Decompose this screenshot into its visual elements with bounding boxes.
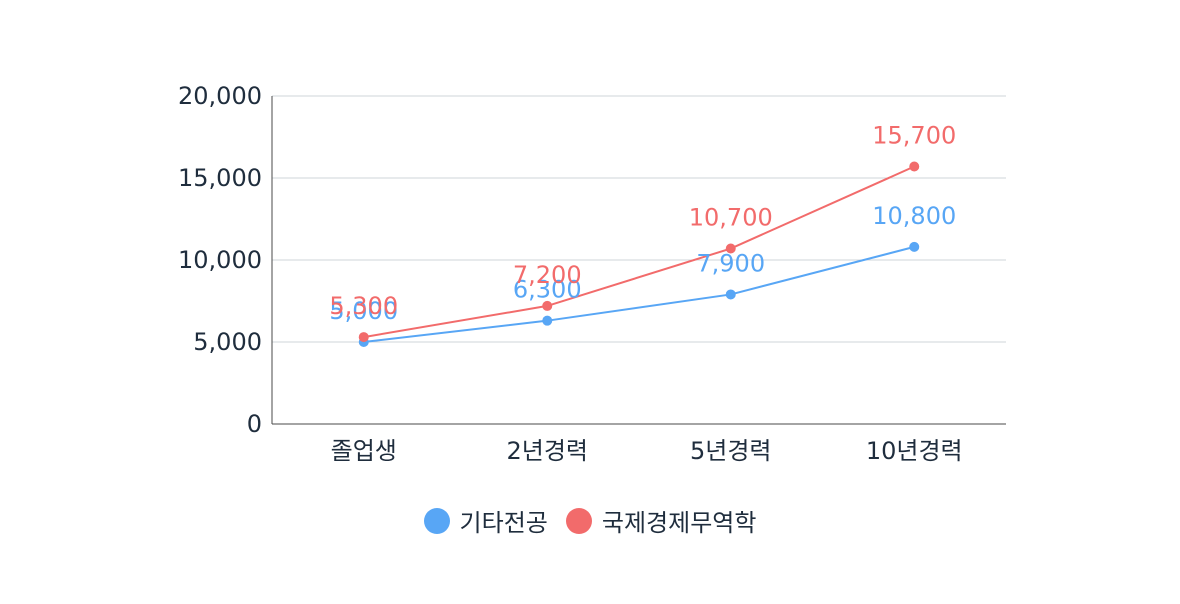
point-series-1-3 — [725, 289, 736, 300]
legend-item-series-2[interactable]: 국제경제무역학 — [565, 503, 757, 538]
data-label-series-2-3: 10,700 — [689, 204, 773, 232]
y-tick-label-1: 5,000 — [193, 328, 262, 356]
legend: 기타전공 국제경제무역학 — [0, 503, 1180, 538]
point-series-1-2 — [542, 315, 553, 326]
x-tick-label-2: 2년경력 — [506, 437, 588, 465]
axis-layer: 0 5,000 10,000 15,000 20,000 졸업생 2년경력 5년경력 10년경력 — [178, 82, 1006, 465]
y-tick-label-3: 15,000 — [178, 164, 262, 192]
x-tick-label-3: 5년경력 — [690, 437, 772, 465]
series-line-2 — [363, 165, 915, 339]
point-series-2-1 — [358, 332, 369, 343]
y-tick-label-0: 0 — [247, 410, 262, 438]
data-label-series-2-1: 5,300 — [329, 292, 398, 320]
point-series-2-2 — [542, 300, 553, 311]
data-labels-layer: 5,000 6,300 7,900 10,800 5,300 7,200 10,700 15,… — [329, 122, 956, 325]
x-tick-label-4: 10년경력 — [866, 437, 963, 465]
data-label-series-1-3: 7,900 — [696, 249, 765, 277]
legend-item-series-1[interactable]: 기타전공 — [423, 503, 548, 538]
y-tick-label-4: 20,000 — [178, 82, 262, 110]
series-line-1 — [363, 245, 915, 343]
grid-layer — [272, 95, 1006, 343]
series-layer — [358, 161, 920, 347]
legend-swatch-series-1 — [423, 507, 450, 534]
legend-label-series-2: 국제경제무역학 — [601, 509, 757, 537]
data-label-series-2-4: 15,700 — [872, 122, 956, 150]
legend-label-series-1: 기타전공 — [459, 509, 548, 537]
point-series-2-3 — [725, 243, 736, 254]
x-tick-label-1: 졸업생 — [331, 437, 397, 465]
point-series-1-4 — [909, 241, 920, 252]
data-label-series-1-4: 10,800 — [872, 202, 956, 230]
data-label-series-1-2: 6,300 — [513, 276, 582, 304]
data-label-series-2-2: 7,200 — [513, 261, 582, 289]
data-label-series-1-1: 5,000 — [329, 297, 398, 325]
legend-swatch-series-2 — [565, 507, 592, 534]
y-tick-label-2: 10,000 — [178, 246, 262, 274]
point-series-2-4 — [909, 161, 920, 172]
